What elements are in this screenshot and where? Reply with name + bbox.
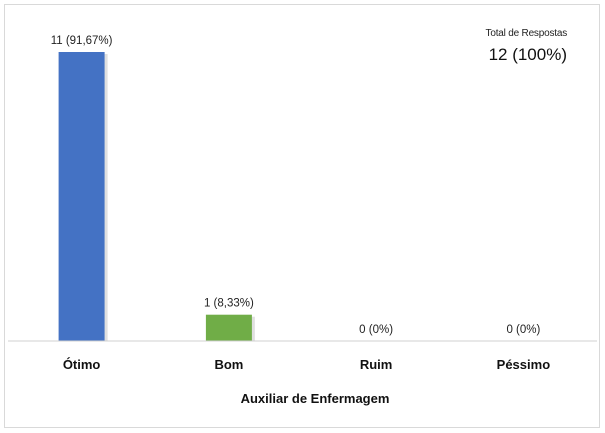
bar-shadow-1 (104, 54, 108, 341)
total-responses-title: Total de Respostas (485, 28, 568, 39)
bar-2 (205, 314, 252, 341)
data-label-3: 0 (0%) (359, 324, 393, 336)
data-label-2: 1 (8,33%) (204, 298, 254, 310)
category-label-3: Ruim (360, 357, 393, 372)
bar-shadow-2 (251, 316, 255, 341)
data-label-1: 11 (91,67%) (51, 35, 113, 47)
category-labels-group: Ótimo Bom Ruim Péssimo (63, 357, 550, 372)
total-responses-value: 12 (100%) (488, 45, 567, 64)
category-label-1: Ótimo (63, 357, 101, 372)
data-label-4: 0 (0%) (506, 324, 540, 336)
x-axis-title: Auxiliar de Enfermagem (241, 391, 390, 406)
bar-1 (58, 52, 105, 341)
value-labels-group: 11 (91,67%) 1 (8,33%) 0 (0%) 0 (0%) (51, 35, 541, 336)
category-label-4: Péssimo (497, 357, 551, 372)
category-label-2: Bom (214, 357, 243, 372)
bars-group (58, 52, 255, 341)
